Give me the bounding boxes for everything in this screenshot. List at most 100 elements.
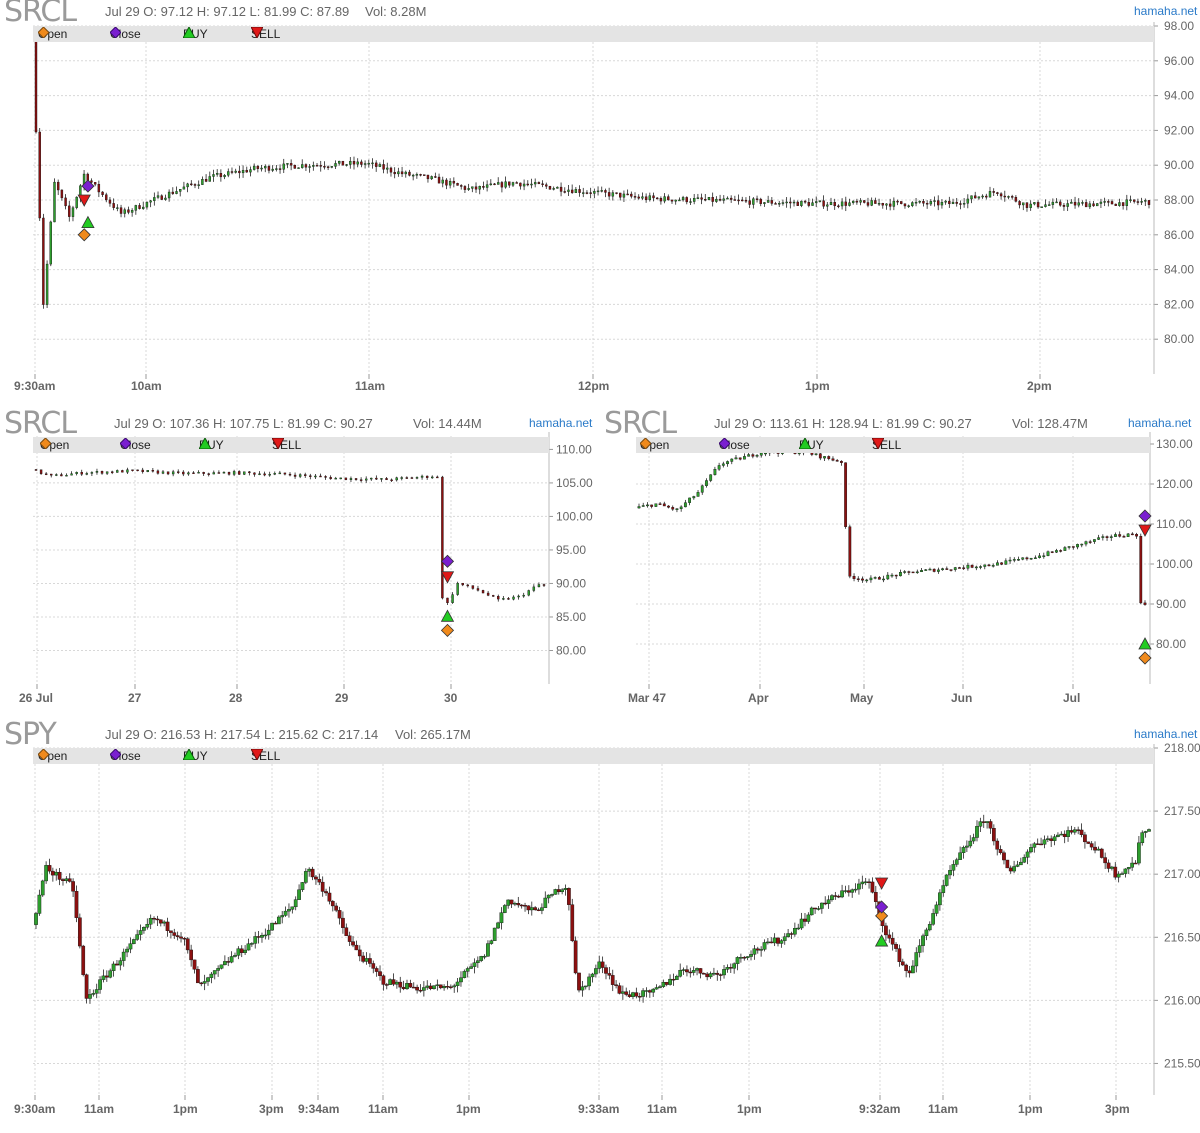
candle xyxy=(596,186,600,196)
candle xyxy=(631,991,635,1000)
candle xyxy=(201,176,204,185)
open-marker-icon xyxy=(1138,651,1152,665)
candle xyxy=(172,928,177,939)
candle xyxy=(644,193,648,203)
candle xyxy=(71,878,75,897)
candle xyxy=(252,163,256,171)
candle xyxy=(347,931,352,946)
candle xyxy=(652,192,655,202)
candle xyxy=(915,569,919,574)
candle xyxy=(463,185,467,194)
candle xyxy=(68,200,71,222)
candle xyxy=(204,174,208,183)
brand-link[interactable]: hamaha.net xyxy=(1128,416,1192,430)
candle xyxy=(360,159,363,168)
candle xyxy=(607,187,611,200)
candle xyxy=(307,867,312,877)
candle xyxy=(627,990,632,998)
candle xyxy=(276,915,281,925)
candle xyxy=(485,180,489,192)
candle xyxy=(1105,535,1109,541)
candle xyxy=(722,195,725,204)
candle xyxy=(418,984,423,993)
candle xyxy=(678,963,683,978)
brand-link[interactable]: hamaha.net xyxy=(1134,4,1198,18)
y-tick-label: 96.00 xyxy=(1164,54,1194,68)
candle xyxy=(965,840,969,853)
candle xyxy=(448,178,452,189)
candle xyxy=(962,198,966,208)
candle xyxy=(179,932,183,943)
candle xyxy=(689,198,692,206)
candle xyxy=(282,158,285,174)
candle xyxy=(1133,860,1138,865)
candle xyxy=(1046,550,1050,557)
brand-link[interactable]: hamaha.net xyxy=(1134,727,1198,741)
candle xyxy=(675,508,679,513)
candle xyxy=(1093,841,1097,854)
candle xyxy=(734,455,738,460)
candle xyxy=(560,888,564,895)
legend-open: Open xyxy=(40,438,70,452)
volume-info: Vol: 128.47M xyxy=(1012,416,1088,431)
candle xyxy=(781,199,785,206)
candle xyxy=(540,903,544,915)
candle xyxy=(141,467,144,474)
candle xyxy=(701,972,706,975)
candle xyxy=(830,894,834,902)
candle xyxy=(136,469,139,472)
candle xyxy=(779,939,784,948)
sell-triangle-icon xyxy=(272,438,284,449)
candle xyxy=(354,478,358,481)
candle xyxy=(671,505,675,511)
candle xyxy=(232,469,236,477)
candle xyxy=(855,198,859,205)
candle xyxy=(400,476,403,481)
candle xyxy=(850,888,855,898)
candle xyxy=(502,904,507,914)
candle xyxy=(1021,557,1025,561)
candle xyxy=(223,173,226,180)
candle xyxy=(492,594,495,597)
candle xyxy=(260,932,264,943)
candle xyxy=(104,970,109,982)
y-tick-label: 105.00 xyxy=(556,476,593,490)
candle xyxy=(888,198,892,211)
candle xyxy=(88,989,92,1004)
candle xyxy=(656,197,659,200)
candle xyxy=(119,204,123,218)
candle xyxy=(153,192,156,206)
candle xyxy=(578,185,581,197)
candle xyxy=(193,183,197,189)
candle xyxy=(357,945,362,962)
candle xyxy=(182,937,187,946)
x-tick-label: 9:34am xyxy=(298,1102,339,1116)
candle xyxy=(246,938,251,951)
candle xyxy=(130,208,134,217)
candle xyxy=(315,163,319,167)
candle xyxy=(712,967,716,976)
candle xyxy=(955,197,958,207)
x-tick-label: May xyxy=(850,691,874,705)
candle xyxy=(696,490,700,497)
candle xyxy=(236,946,241,960)
candle xyxy=(658,501,662,505)
candle xyxy=(202,974,207,991)
candle xyxy=(545,182,548,189)
candle xyxy=(400,166,404,177)
candle xyxy=(401,980,406,991)
candle xyxy=(34,468,38,471)
candle xyxy=(1067,546,1071,550)
candle xyxy=(1038,553,1041,559)
brand-link[interactable]: hamaha.net xyxy=(529,416,593,430)
sell-marker-icon xyxy=(1138,524,1152,537)
candle xyxy=(577,972,581,993)
candle xyxy=(914,198,918,207)
candle xyxy=(167,189,171,202)
candle xyxy=(344,923,349,936)
candle xyxy=(962,565,966,571)
candle xyxy=(836,894,841,899)
candle xyxy=(846,885,851,897)
candle xyxy=(953,566,957,572)
candle xyxy=(471,186,474,193)
